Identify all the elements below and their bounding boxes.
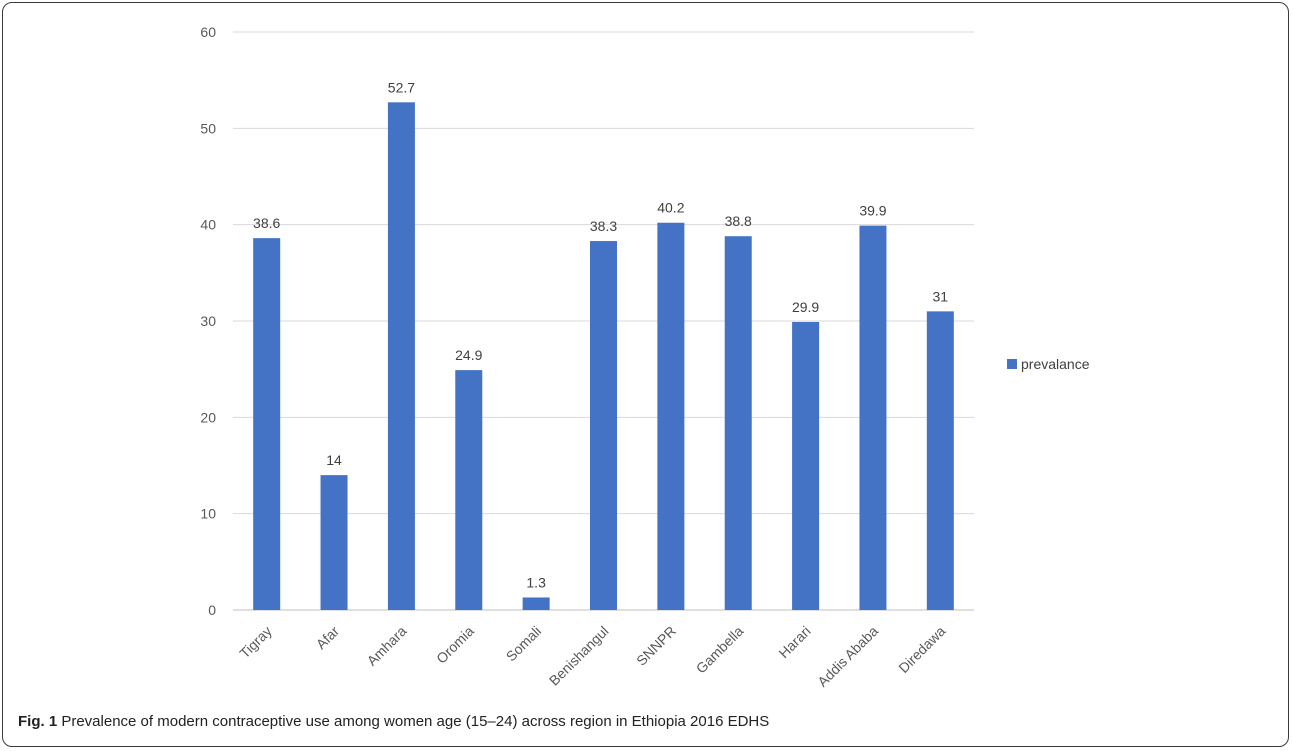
bar <box>792 321 820 610</box>
figure-caption: Fig. 1 Prevalence of modern contraceptiv… <box>18 713 1268 730</box>
data-label: 14 <box>326 452 342 468</box>
legend-label: prevalance <box>1021 356 1090 372</box>
data-label: 40.2 <box>657 200 684 216</box>
data-label: 31 <box>933 288 949 304</box>
x-tick-label: Somali <box>503 623 545 665</box>
data-label: 52.7 <box>388 79 415 95</box>
bar <box>387 102 415 610</box>
data-label: 38.6 <box>253 215 280 231</box>
bar <box>859 225 887 610</box>
bars <box>253 102 954 611</box>
data-labels: 38.6 14 52.7 24.9 1.3 38.3 40.2 38.8 29.9 39.9 31 <box>253 79 948 590</box>
bar <box>253 238 281 611</box>
x-axis-ticks: Tigray Afar Amhara Oromia Somali Benishangul S… <box>236 623 948 690</box>
bar <box>926 311 954 610</box>
bar <box>522 597 550 610</box>
x-tick-label: Oromia <box>433 623 477 667</box>
x-tick-label: Amhara <box>364 623 410 669</box>
caption-text: Prevalence of modern contraceptive use a… <box>61 713 770 730</box>
data-label: 38.3 <box>590 218 617 234</box>
x-tick-label: Addis Ababa <box>814 623 881 690</box>
bar <box>320 475 348 610</box>
bar <box>455 370 483 610</box>
x-tick-label: Diredawa <box>895 623 948 676</box>
data-label: 24.9 <box>455 347 482 363</box>
bar <box>657 222 685 611</box>
x-tick-label: Tigray <box>236 623 274 661</box>
y-tick-label: 60 <box>200 24 216 40</box>
y-tick-label: 40 <box>200 217 216 233</box>
bar <box>724 236 752 610</box>
y-tick-label: 0 <box>208 602 216 618</box>
x-tick-label: Gambella <box>693 623 747 677</box>
y-tick-label: 10 <box>200 506 216 522</box>
y-tick-label: 30 <box>200 313 216 329</box>
x-tick-label: SNNPR <box>633 623 679 669</box>
data-label: 29.9 <box>792 299 819 315</box>
data-label: 39.9 <box>859 203 886 219</box>
data-label: 1.3 <box>526 574 546 590</box>
data-label: 38.8 <box>725 213 752 229</box>
y-axis-ticks: 0 10 20 30 40 50 60 <box>200 24 216 618</box>
bar <box>590 241 617 610</box>
legend: prevalance <box>1007 356 1090 372</box>
x-tick-label: Afar <box>313 623 343 653</box>
gridlines <box>233 31 974 611</box>
y-tick-label: 20 <box>200 409 216 425</box>
y-tick-label: 50 <box>200 120 216 136</box>
x-tick-label: Benishangul <box>546 623 612 689</box>
x-tick-label: Harari <box>775 623 813 661</box>
legend-swatch <box>1007 359 1017 369</box>
caption-label: Fig. 1 <box>18 713 58 730</box>
